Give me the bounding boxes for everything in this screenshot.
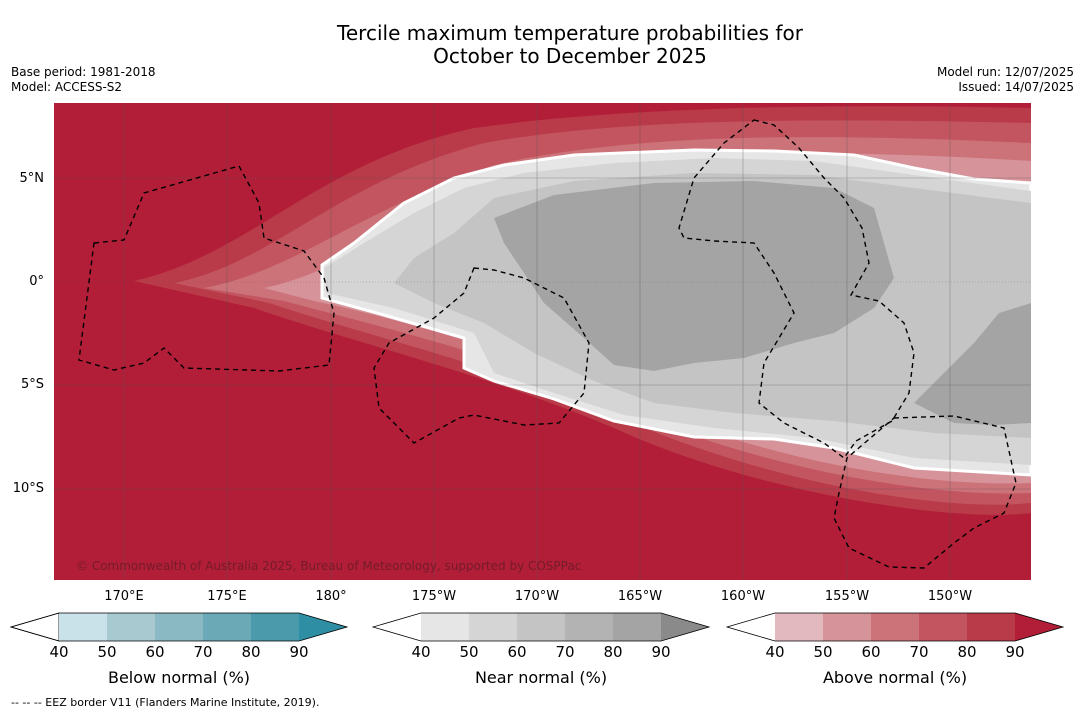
copyright-notice: © Commonwealth of Australia 2025, Bureau… <box>76 559 582 573</box>
zone-near-80 <box>494 181 894 371</box>
eez-tuvalu-tokelau <box>373 267 590 444</box>
colorbar-below-tick-50: 50 <box>97 643 117 661</box>
colorbar-above-seg-1 <box>775 613 823 641</box>
colorbar-above-tick-40: 40 <box>765 643 785 661</box>
colorbar-below-seg-3 <box>155 613 203 641</box>
colorbar-near-label: Near normal (%) <box>474 668 608 687</box>
colorbar-above-tick-60: 60 <box>861 643 881 661</box>
lon-label-155w: 155°W <box>824 589 870 604</box>
meta-left: Base period: 1981-2018 Model: ACCESS-S2 <box>11 65 156 95</box>
eez-kiribati-phoenix <box>678 119 915 459</box>
eez-kiribati-gilbert <box>78 165 335 372</box>
meta-right: Model run: 12/07/2025 Issued: 14/07/2025 <box>937 65 1074 95</box>
colorbar-above-seg-5 <box>967 613 1015 641</box>
lon-label-175e: 175°E <box>207 589 247 604</box>
colorbar-near-tick-60: 60 <box>507 643 527 661</box>
lat-label-5s: 5°S <box>20 377 44 392</box>
colorbar-near-seg-0 <box>373 613 421 641</box>
lon-label-175w: 175°W <box>411 589 457 604</box>
colorbar-near-tick-80: 80 <box>603 643 623 661</box>
colorbar-below-seg-2 <box>107 613 155 641</box>
colorbar-below-tick-90: 90 <box>289 643 309 661</box>
eez-borders <box>78 119 1017 569</box>
colorbar-above-label: Above normal (%) <box>822 668 968 687</box>
colorbar-above-seg-0 <box>727 613 775 641</box>
probability-map <box>54 103 1031 580</box>
colorbar-above-seg-3 <box>871 613 919 641</box>
colorbar-above-seg-2 <box>823 613 871 641</box>
lon-label-150w: 150°W <box>927 589 973 604</box>
colorbar-near-seg-1 <box>421 613 469 641</box>
lon-label-160w: 160°W <box>720 589 766 604</box>
colorbar-near-seg-2 <box>469 613 517 641</box>
colorbar-above-seg-4 <box>919 613 967 641</box>
lat-label-10s: 10°S <box>12 481 44 496</box>
colorbar-below-seg-6 <box>299 613 347 641</box>
issued-date: Issued: 14/07/2025 <box>958 80 1074 94</box>
colorbar-above-outline <box>726 612 1065 642</box>
colorbar-near-outline <box>372 612 711 642</box>
lon-label-170w: 170°W <box>514 589 560 604</box>
map-title: Tercile maximum temperature probabilitie… <box>0 22 1085 68</box>
colorbar-near-tick-90: 90 <box>651 643 671 661</box>
colorbar-above-tick-50: 50 <box>813 643 833 661</box>
title-line-2: October to December 2025 <box>433 44 707 68</box>
colorbar-below-normal <box>10 612 349 642</box>
colorbar-near-tick-50: 50 <box>459 643 479 661</box>
colorbar-near-normal <box>372 612 711 642</box>
lon-label-170e: 170°E <box>104 589 144 604</box>
model-run: Model run: 12/07/2025 <box>936 65 1074 79</box>
colorbar-below-seg-1 <box>59 613 107 641</box>
colorbar-above-normal <box>726 612 1065 642</box>
colorbar-near-seg-5 <box>613 613 661 641</box>
colorbar-above-tick-80: 80 <box>957 643 977 661</box>
colorbar-near-tick-40: 40 <box>411 643 431 661</box>
colorbar-below-label: Below normal (%) <box>107 668 251 687</box>
colorbar-below-outline <box>10 612 349 642</box>
eez-cook-islands <box>833 415 1017 569</box>
colorbar-below-tick-40: 40 <box>49 643 69 661</box>
model-name: Model: ACCESS-S2 <box>11 80 123 94</box>
lat-label-0: 0° <box>29 274 44 289</box>
lon-label-180: 180° <box>315 589 347 604</box>
lat-label-5n: 5°N <box>19 171 45 186</box>
colorbar-below-seg-4 <box>203 613 251 641</box>
colorbar-above-seg-6 <box>1015 613 1063 641</box>
base-period: Base period: 1981-2018 <box>11 65 156 79</box>
lon-label-165w: 165°W <box>617 589 663 604</box>
zone-near-80-east <box>914 303 1031 425</box>
colorbar-above-tick-90: 90 <box>1005 643 1025 661</box>
eez-footnote: -- -- -- EEZ border V11 (Flanders Marine… <box>11 696 320 709</box>
zone-near-70-patch <box>939 218 1029 268</box>
colorbar-below-seg-5 <box>251 613 299 641</box>
colorbar-below-tick-60: 60 <box>145 643 165 661</box>
colorbar-near-seg-6 <box>661 613 709 641</box>
colorbar-below-tick-70: 70 <box>193 643 213 661</box>
title-line-1: Tercile maximum temperature probabilitie… <box>337 21 803 45</box>
colorbar-near-seg-3 <box>517 613 565 641</box>
colorbar-below-seg-0 <box>10 612 60 642</box>
colorbar-above-tick-70: 70 <box>909 643 929 661</box>
colorbar-below-tick-80: 80 <box>241 643 261 661</box>
colorbar-near-tick-70: 70 <box>555 643 575 661</box>
colorbar-near-seg-4 <box>565 613 613 641</box>
